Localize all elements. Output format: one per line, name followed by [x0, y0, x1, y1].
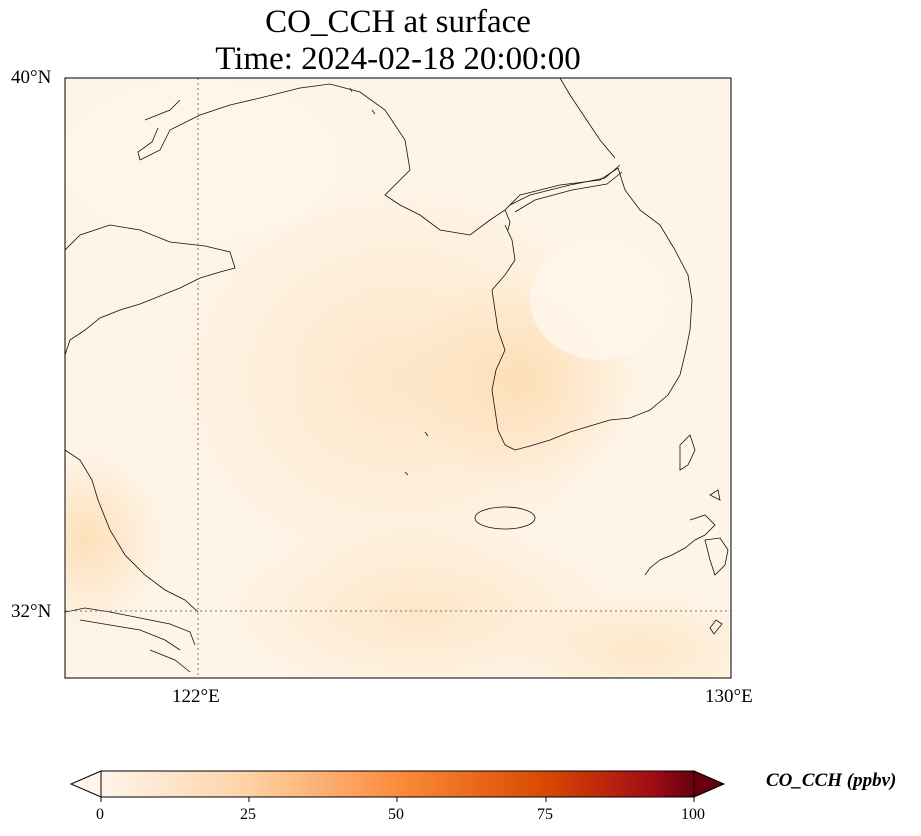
colorbar-tick-100: 100: [681, 806, 705, 823]
colorbar-extend-min: [69, 770, 102, 798]
colorbar-title: CO_CCH (ppbv): [766, 770, 897, 791]
colorbar-tick-0: 0: [96, 806, 104, 823]
colorbar-tick-25: 25: [240, 806, 256, 823]
coastlines: [65, 78, 729, 673]
colorbar-extend-max: [693, 770, 726, 798]
gridlines: [65, 78, 731, 678]
lat-tick-40n: 40°N: [11, 67, 52, 88]
colorbar: [69, 770, 726, 802]
map-title: CO_CCH at surface: [265, 4, 531, 40]
lon-tick-122e: 122°E: [172, 686, 220, 707]
lat-tick-32n: 32°N: [11, 601, 52, 622]
lon-tick-130e: 130°E: [705, 686, 753, 707]
colorbar-tick-75: 75: [537, 806, 553, 823]
map-time-subtitle: Time: 2024-02-18 20:00:00: [215, 41, 581, 77]
map-frame: [64, 77, 732, 679]
colorbar-tick-50: 50: [388, 806, 404, 823]
co-concentration-field: [65, 78, 731, 678]
